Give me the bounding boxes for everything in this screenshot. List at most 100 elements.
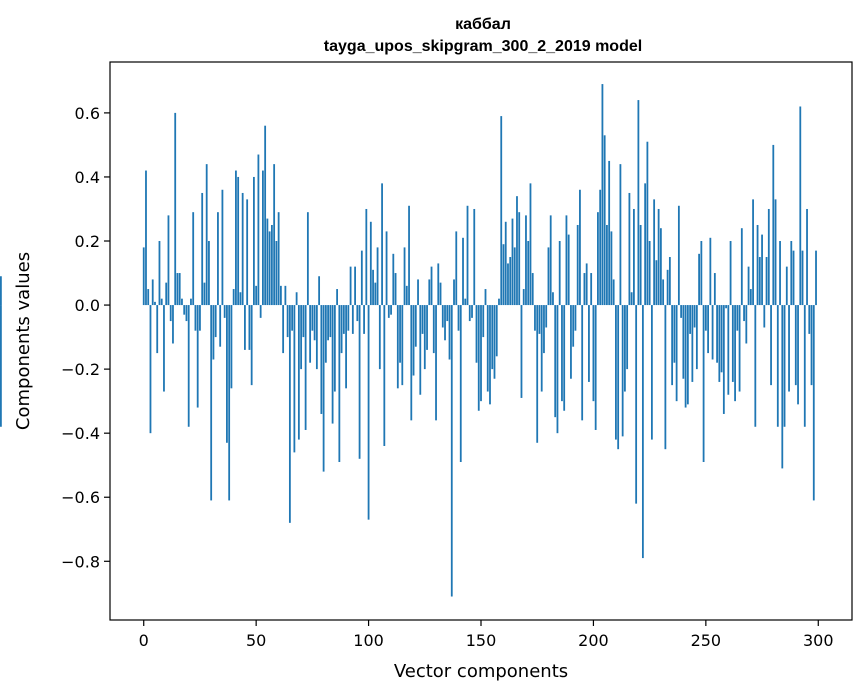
bar bbox=[212, 305, 215, 360]
bar bbox=[545, 305, 548, 328]
bar bbox=[304, 305, 307, 430]
bar bbox=[709, 237, 712, 306]
bar bbox=[228, 305, 231, 501]
bar bbox=[779, 241, 781, 306]
bar bbox=[142, 247, 145, 306]
bar bbox=[644, 183, 647, 306]
bar bbox=[747, 266, 750, 306]
x-tick-label: 50 bbox=[246, 631, 266, 650]
bar bbox=[205, 164, 208, 306]
bar bbox=[363, 305, 365, 334]
bar bbox=[626, 305, 629, 370]
bar bbox=[781, 305, 784, 469]
bar bbox=[552, 292, 554, 306]
bar bbox=[459, 305, 462, 462]
bar bbox=[486, 305, 489, 392]
bar bbox=[320, 305, 323, 414]
bar bbox=[655, 260, 658, 306]
bar bbox=[322, 305, 325, 472]
bar bbox=[702, 305, 705, 462]
bar bbox=[585, 263, 588, 306]
x-tick-label: 100 bbox=[353, 631, 384, 650]
bar bbox=[516, 196, 518, 306]
bar bbox=[165, 282, 168, 306]
bar bbox=[226, 305, 228, 443]
bar bbox=[628, 192, 631, 306]
bar bbox=[531, 273, 534, 306]
bar bbox=[313, 305, 316, 341]
bar bbox=[493, 305, 496, 379]
bar bbox=[803, 305, 806, 427]
bar bbox=[684, 305, 687, 408]
bar bbox=[574, 305, 577, 331]
bar bbox=[729, 241, 732, 306]
bar bbox=[727, 305, 730, 395]
bar bbox=[749, 289, 752, 306]
bar bbox=[374, 282, 377, 306]
bar bbox=[457, 305, 460, 331]
bar bbox=[277, 212, 280, 306]
bar bbox=[770, 305, 772, 386]
bar bbox=[257, 154, 260, 306]
bar bbox=[196, 305, 199, 408]
bar bbox=[318, 276, 321, 306]
bar bbox=[387, 305, 390, 318]
bar bbox=[448, 305, 451, 360]
bar bbox=[381, 183, 383, 306]
bar bbox=[208, 241, 210, 306]
bar bbox=[342, 305, 345, 334]
bar bbox=[704, 305, 707, 331]
bar bbox=[439, 282, 442, 306]
bar bbox=[810, 305, 813, 386]
bar bbox=[201, 192, 204, 306]
bar bbox=[806, 208, 808, 306]
bar bbox=[693, 305, 696, 328]
bar bbox=[423, 305, 426, 370]
bar bbox=[250, 305, 253, 386]
bar bbox=[192, 212, 195, 306]
x-tick-label: 250 bbox=[691, 631, 722, 650]
bar bbox=[637, 100, 640, 306]
bar bbox=[473, 208, 476, 306]
bar bbox=[264, 125, 267, 306]
bar bbox=[237, 176, 240, 306]
bar bbox=[176, 273, 179, 306]
bar bbox=[464, 298, 467, 306]
bar bbox=[549, 215, 552, 306]
bar bbox=[158, 241, 161, 306]
bar bbox=[534, 305, 536, 331]
bar bbox=[466, 205, 469, 306]
chart-title: каббал bbox=[455, 16, 511, 33]
bar bbox=[772, 144, 775, 306]
bar bbox=[543, 305, 545, 354]
bar bbox=[588, 305, 590, 382]
bar bbox=[799, 106, 802, 306]
bar bbox=[217, 212, 219, 306]
bar bbox=[567, 234, 570, 306]
bar bbox=[149, 305, 152, 434]
bar bbox=[608, 160, 611, 306]
bar bbox=[446, 305, 449, 322]
bar bbox=[659, 228, 662, 306]
bar bbox=[527, 241, 530, 306]
bar bbox=[286, 305, 289, 338]
bar bbox=[435, 305, 437, 421]
bar bbox=[756, 224, 759, 306]
bar bbox=[169, 305, 172, 322]
bar bbox=[331, 305, 334, 424]
bar bbox=[273, 164, 276, 306]
bar bbox=[495, 305, 498, 357]
bar bbox=[450, 305, 453, 597]
bar bbox=[145, 170, 147, 306]
bar bbox=[288, 305, 291, 523]
bar bbox=[576, 224, 579, 306]
bar bbox=[428, 279, 431, 306]
bar bbox=[223, 305, 226, 318]
bar bbox=[776, 305, 779, 427]
bar bbox=[606, 224, 608, 306]
bar bbox=[419, 305, 422, 395]
bar bbox=[716, 305, 718, 363]
bar bbox=[763, 305, 766, 328]
bar bbox=[268, 231, 271, 306]
bar bbox=[671, 305, 674, 386]
